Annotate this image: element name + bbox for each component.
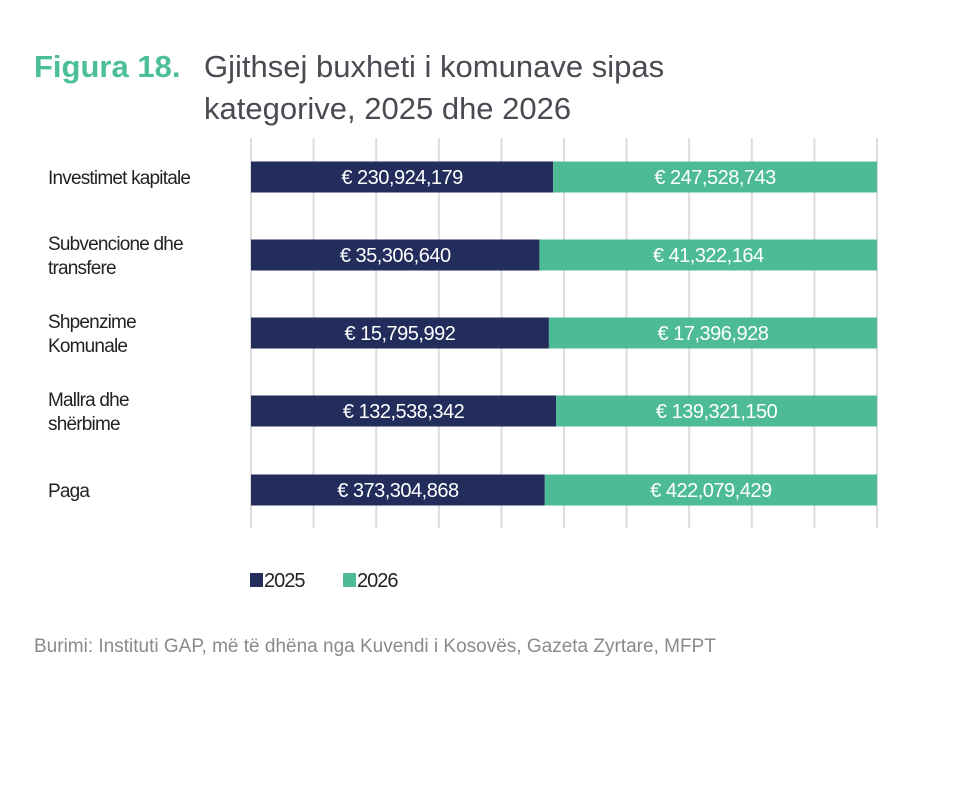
- bar-2025: [251, 239, 540, 271]
- data-label: € 247,528,743: [654, 167, 776, 189]
- data-label: € 139,321,150: [656, 401, 778, 423]
- category-label: Shpenzime: [48, 312, 136, 333]
- category-label: Paga: [48, 481, 90, 502]
- bar-2026: [553, 161, 877, 193]
- bar-2025: [251, 474, 545, 506]
- legend-label: 2026: [357, 570, 398, 592]
- bar-2025: [251, 395, 557, 427]
- data-label: € 41,322,164: [653, 245, 764, 267]
- data-label: € 17,396,928: [658, 323, 769, 345]
- data-label: € 373,304,868: [337, 480, 459, 502]
- data-label: € 132,538,342: [343, 401, 465, 423]
- bar-2026: [556, 395, 877, 427]
- bar-2025: [251, 161, 554, 193]
- source-note: Burimi: Instituti GAP, më të dhëna nga K…: [34, 636, 716, 657]
- title-text: Gjithsej buxheti i komunave sipas katego…: [204, 49, 665, 126]
- category-label: Subvencione dhe: [48, 234, 183, 255]
- figure-label: Figura 18.: [34, 49, 181, 84]
- category-label: transfere: [48, 258, 116, 279]
- bar-2026: [544, 474, 877, 506]
- stacked-bar-chart: Investimet kapitale € 230,924,179 € 247,52…: [48, 138, 878, 592]
- data-label: € 15,795,992: [345, 323, 456, 345]
- category-label: shërbime: [48, 414, 120, 435]
- legend-label: 2025: [264, 570, 305, 592]
- legend-swatch-2026: [343, 573, 356, 587]
- bar-2026: [548, 317, 877, 349]
- data-label: € 422,079,429: [650, 480, 772, 502]
- legend-swatch-2025: [250, 573, 263, 587]
- category-label: Komunale: [48, 336, 127, 357]
- bar-2025: [251, 317, 549, 349]
- category-label: Investimet kapitale: [48, 168, 190, 189]
- data-label: € 35,306,640: [340, 245, 451, 267]
- chart-title: Figura 18. Gjithsej buxheti i komunave s…: [34, 46, 764, 130]
- data-label: € 230,924,179: [341, 167, 463, 189]
- category-label: Mallra dhe: [48, 390, 129, 411]
- bar-2026: [539, 239, 877, 271]
